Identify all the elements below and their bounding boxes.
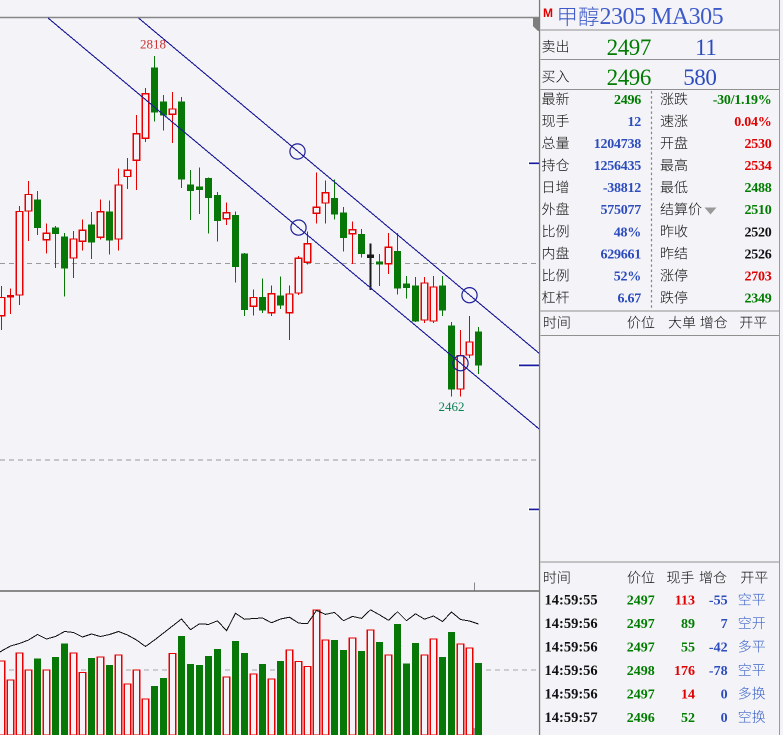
svg-text:6.67: 6.67 <box>618 292 642 307</box>
svg-text:-38812: -38812 <box>603 181 641 196</box>
svg-text:55: 55 <box>681 641 695 656</box>
svg-text:1204738: 1204738 <box>594 137 642 152</box>
svg-text:2510: 2510 <box>745 203 772 218</box>
svg-text:2497: 2497 <box>627 617 655 632</box>
svg-text:14:59:56: 14:59:56 <box>545 686 598 702</box>
svg-text:2703: 2703 <box>745 269 772 284</box>
svg-text:2349: 2349 <box>745 292 772 307</box>
svg-text:580: 580 <box>683 65 716 90</box>
svg-text:0: 0 <box>721 711 728 726</box>
svg-text:2462: 2462 <box>439 399 465 414</box>
svg-text:12: 12 <box>628 115 642 130</box>
svg-text:2496: 2496 <box>607 65 651 90</box>
svg-text:14:59:56: 14:59:56 <box>545 640 598 656</box>
svg-text:52%: 52% <box>614 269 641 284</box>
svg-text:2498: 2498 <box>627 664 655 679</box>
svg-text:-78: -78 <box>709 664 728 679</box>
svg-text:48%: 48% <box>614 225 641 240</box>
svg-text:2530: 2530 <box>745 137 772 152</box>
svg-text:2496: 2496 <box>614 93 641 108</box>
svg-text:14:59:55: 14:59:55 <box>545 593 598 609</box>
svg-text:2496: 2496 <box>627 711 655 726</box>
svg-text:575077: 575077 <box>601 203 642 218</box>
svg-text:1256435: 1256435 <box>594 159 642 174</box>
svg-text:2526: 2526 <box>745 247 772 262</box>
svg-text:2497: 2497 <box>627 641 655 656</box>
svg-text:52: 52 <box>681 711 695 726</box>
svg-text:14:59:56: 14:59:56 <box>545 616 598 632</box>
svg-text:14:59:56: 14:59:56 <box>545 663 598 679</box>
svg-text:2497: 2497 <box>627 687 655 702</box>
svg-text:-42: -42 <box>709 641 728 656</box>
svg-text:2818: 2818 <box>140 37 166 52</box>
svg-text:7: 7 <box>721 617 728 632</box>
svg-text:113: 113 <box>675 594 695 609</box>
svg-text:0.04%: 0.04% <box>734 115 771 130</box>
svg-text:0: 0 <box>721 687 728 702</box>
svg-text:14: 14 <box>681 687 695 702</box>
svg-text:2488: 2488 <box>745 181 772 196</box>
svg-text:89: 89 <box>681 617 695 632</box>
svg-text:-30/1.19%: -30/1.19% <box>713 93 772 108</box>
svg-text:11: 11 <box>695 35 716 60</box>
svg-text:-55: -55 <box>709 594 728 609</box>
svg-text:14:59:57: 14:59:57 <box>545 710 598 726</box>
svg-text:629661: 629661 <box>601 247 642 262</box>
svg-text:2534: 2534 <box>745 159 772 174</box>
svg-text:2305 MA305: 2305 MA305 <box>600 4 724 30</box>
svg-text:2497: 2497 <box>607 35 651 60</box>
svg-text:M: M <box>543 6 553 20</box>
svg-text:2520: 2520 <box>745 225 772 240</box>
svg-text:176: 176 <box>674 664 695 679</box>
svg-text:2497: 2497 <box>627 594 655 609</box>
